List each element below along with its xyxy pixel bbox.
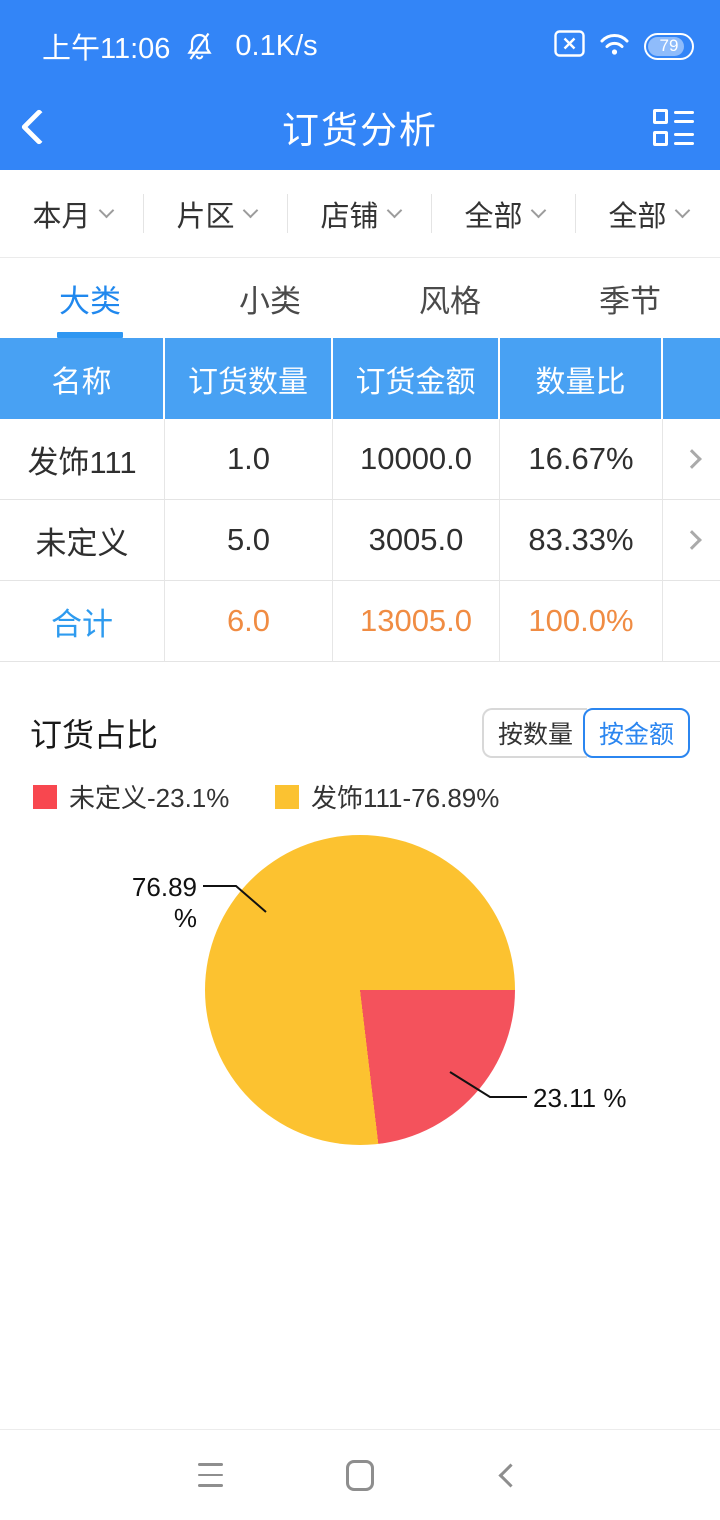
menu-icon — [197, 1463, 223, 1487]
pie-legend: 未定义-23.1% 发饰111-76.89% — [0, 778, 720, 813]
tab-style[interactable]: 风格 — [419, 283, 481, 319]
battery-indicator: 79 — [644, 32, 694, 60]
menu-button[interactable] — [135, 1463, 285, 1487]
chevron-down-icon — [242, 202, 258, 219]
col-header-detail — [663, 338, 720, 419]
wifi-icon — [599, 31, 630, 61]
order-table: 名称 订货数量 订货金额 数量比 发饰111 1.0 10000.0 16.67… — [0, 338, 720, 662]
notifications-muted-icon — [186, 31, 213, 62]
chevron-down-icon — [674, 202, 690, 219]
tab-season[interactable]: 季节 — [599, 283, 661, 319]
table-row[interactable]: 未定义 5.0 3005.0 83.33% — [0, 500, 720, 581]
battery-percent: 79 — [659, 36, 679, 55]
cell-name: 未定义 — [0, 500, 165, 581]
total-detail-empty — [663, 581, 720, 662]
metric-toggle-group: 按数量 按金额 — [481, 708, 690, 758]
pie-callout-yellow: 76.89 % — [131, 872, 197, 933]
legend-label: 未定义-23.1% — [69, 783, 230, 813]
pie-chart[interactable] — [205, 835, 515, 1145]
table-row[interactable]: 发饰111 1.0 10000.0 16.67% — [0, 419, 720, 500]
cell-qty: 1.0 — [165, 419, 333, 500]
col-header-qty: 订货数量 — [165, 338, 333, 419]
tab-sub-category[interactable]: 小类 — [239, 283, 301, 319]
pie-chart-region: 76.89 % 23.11 % — [0, 832, 720, 1172]
toggle-by-amount-button[interactable]: 按金额 — [582, 708, 690, 758]
chevron-down-icon — [386, 202, 402, 219]
active-tab-underline — [57, 332, 123, 338]
cell-ratio: 16.67% — [500, 419, 663, 500]
callout-lines — [203, 885, 527, 1098]
col-header-ratio: 数量比 — [500, 338, 663, 419]
filter-all-1[interactable]: 全部 — [432, 170, 576, 257]
tab-major-category[interactable]: 大类 — [0, 258, 180, 338]
cell-amount: 3005.0 — [333, 500, 500, 581]
back-chevron-icon — [20, 108, 58, 146]
page-title: 订货分析 — [282, 110, 438, 151]
status-bar: 上午11:06 0.1K/s — [0, 0, 720, 84]
total-qty: 6.0 — [165, 581, 333, 662]
cell-detail — [663, 500, 720, 581]
col-header-name: 名称 — [0, 338, 165, 419]
total-label: 合计 — [0, 581, 165, 662]
chevron-down-icon — [98, 202, 114, 219]
legend-item: 未定义-23.1% — [33, 778, 229, 815]
table-total-row: 合计 6.0 13005.0 100.0% — [0, 581, 720, 662]
total-ratio: 100.0% — [500, 581, 663, 662]
chevron-down-icon — [530, 202, 546, 219]
total-amount: 13005.0 — [333, 581, 500, 662]
filter-all-2[interactable]: 全部 — [576, 170, 720, 257]
android-nav-bar — [0, 1429, 720, 1520]
share-section-header: 订货占比 按数量 按金额 — [0, 704, 720, 762]
cell-detail — [663, 419, 720, 500]
back-button[interactable] — [20, 108, 82, 146]
list-view-icon — [653, 108, 694, 146]
cell-amount: 10000.0 — [333, 419, 500, 500]
category-tab-bar: 大类 小类 风格 季节 — [0, 258, 720, 338]
filter-store[interactable]: 店铺 — [288, 170, 432, 257]
no-sim-icon — [554, 30, 585, 62]
cell-ratio: 83.33% — [500, 500, 663, 581]
filter-period[interactable]: 本月 — [0, 170, 144, 257]
home-icon — [346, 1459, 374, 1491]
list-view-button[interactable] — [638, 108, 694, 146]
filter-region[interactable]: 片区 — [144, 170, 288, 257]
home-button[interactable] — [285, 1459, 435, 1491]
status-time: 上午11:06 — [42, 33, 171, 65]
legend-swatch-red — [33, 784, 57, 809]
table-header-row: 名称 订货数量 订货金额 数量比 — [0, 338, 720, 419]
cell-qty: 5.0 — [165, 500, 333, 581]
android-back-button[interactable] — [435, 1462, 585, 1488]
network-speed: 0.1K/s — [235, 29, 318, 62]
chevron-right-icon — [681, 530, 702, 550]
section-title: 订货占比 — [30, 717, 159, 753]
chevron-right-icon — [681, 449, 702, 469]
toggle-by-quantity-button[interactable]: 按数量 — [481, 708, 587, 758]
cell-name: 发饰111 — [0, 419, 165, 500]
pie-callout-red: 23.11 % — [533, 1083, 627, 1113]
legend-label: 发饰111-76.89% — [311, 783, 500, 813]
back-chevron-icon — [497, 1462, 523, 1488]
col-header-amount: 订货金额 — [333, 338, 500, 419]
filter-bar: 本月 片区 店铺 全部 全部 — [0, 170, 720, 258]
nav-bar: 订货分析 — [0, 84, 720, 170]
battery-fill — [648, 36, 685, 56]
legend-swatch-yellow — [275, 784, 299, 809]
legend-item: 发饰111-76.89% — [275, 778, 499, 815]
